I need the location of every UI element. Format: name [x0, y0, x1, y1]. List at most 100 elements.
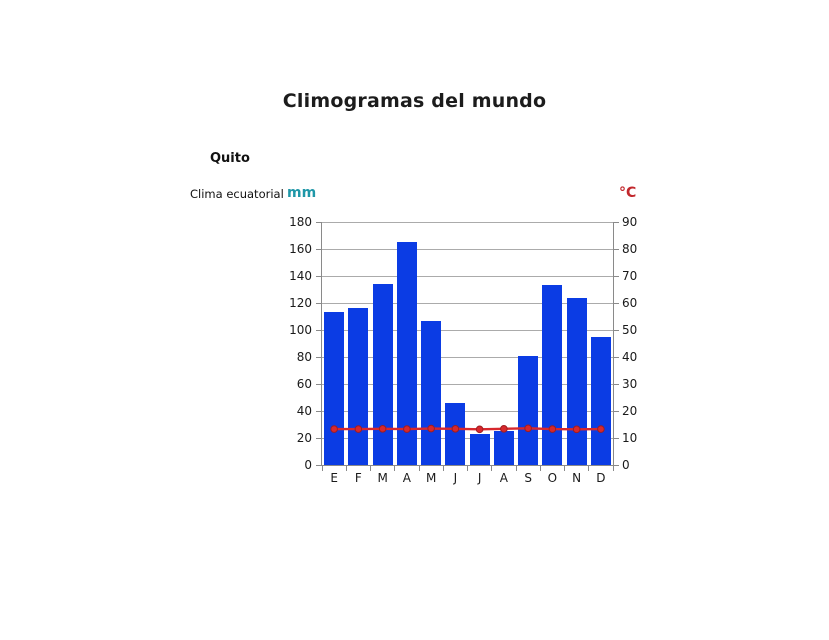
right-axis-tick [614, 410, 619, 412]
right-axis-tick-label: 40 [622, 350, 638, 364]
temperature-point [403, 425, 411, 433]
x-axis-tick [612, 466, 614, 471]
temperature-point [597, 425, 605, 433]
temperature-point [451, 425, 460, 433]
x-tick-label: M [425, 471, 437, 485]
left-axis-tick-label: 100 [289, 323, 312, 337]
left-axis-unit-label: mm [287, 185, 317, 201]
precip-bar [590, 336, 611, 465]
right-axis-tick [614, 356, 619, 358]
left-axis-tick [316, 464, 321, 466]
left-axis-tick [316, 410, 321, 412]
precip-bar [518, 355, 539, 465]
left-axis-tick-label: 60 [296, 377, 312, 391]
x-axis-tick [394, 466, 396, 471]
left-axis-tick [316, 329, 321, 331]
right-axis-tick [614, 302, 619, 304]
right-axis-tick [614, 464, 619, 466]
precip-bar [372, 284, 393, 465]
x-tick-label: A [402, 471, 411, 485]
temperature-point [354, 425, 363, 433]
left-axis-tick [316, 383, 321, 385]
x-tick-label: J [453, 471, 458, 485]
x-tick-label: J [477, 471, 482, 485]
right-axis-tick [614, 248, 619, 250]
left-axis-tick-label: 20 [296, 431, 312, 445]
right-axis-tick-label: 30 [622, 377, 638, 391]
x-axis-tick [564, 466, 565, 471]
left-axis-tick-label: 40 [296, 404, 312, 418]
precip-bar [469, 433, 490, 465]
x-axis-tick [442, 466, 444, 471]
x-axis-tick [467, 466, 468, 471]
right-axis-unit-label: °C [619, 185, 637, 201]
right-axis-tick [614, 221, 619, 223]
left-axis-line [321, 222, 322, 466]
left-axis-tick-label: 80 [296, 350, 312, 364]
precip-bar [542, 285, 563, 465]
left-axis-tick [316, 437, 321, 439]
left-axis-tick-label: 160 [289, 242, 312, 256]
x-tick-label: A [499, 471, 508, 485]
right-axis-tick [614, 383, 619, 385]
precip-bar [396, 242, 417, 465]
right-axis-line [613, 222, 614, 466]
x-axis-tick [539, 466, 541, 471]
right-axis-tick [614, 437, 619, 439]
x-tick-label: N [572, 471, 582, 485]
right-axis-tick-label: 90 [622, 215, 638, 229]
station-name: Quito [210, 151, 250, 166]
gridline [322, 221, 613, 223]
temperature-point [330, 425, 338, 433]
left-axis-tick [316, 275, 321, 277]
precip-bar [348, 308, 369, 465]
right-axis-tick-label: 20 [622, 404, 638, 418]
left-axis-tick [316, 302, 321, 304]
left-axis-tick-label: 0 [304, 458, 312, 472]
precip-bar [324, 312, 345, 465]
x-axis-tick [370, 466, 371, 471]
gridline [322, 302, 613, 304]
x-axis-tick [491, 466, 493, 471]
temperature-point [427, 424, 435, 433]
precip-bar [566, 297, 587, 465]
temperature-point [475, 425, 484, 434]
left-axis-tick [316, 221, 321, 223]
left-axis-tick [316, 248, 321, 250]
gridline [322, 329, 613, 331]
bottom-axis-line [321, 465, 614, 466]
x-axis-tick [588, 466, 590, 471]
gridline [322, 437, 613, 439]
right-axis-tick-label: 60 [622, 296, 638, 310]
temperature-point [548, 425, 557, 433]
x-tick-label: M [377, 471, 388, 485]
precip-bar [445, 402, 466, 465]
right-axis-tick-label: 80 [622, 242, 638, 256]
left-axis-tick-label: 140 [289, 269, 312, 283]
temperature-line [334, 427, 601, 431]
left-axis-tick-label: 120 [289, 296, 312, 310]
gridline [322, 356, 613, 358]
page-title: Climogramas del mundo [282, 90, 547, 112]
climate-type-label: Clima ecuatorial [190, 187, 284, 201]
right-axis-tick-label: 0 [622, 458, 630, 472]
temperature-point [500, 425, 508, 433]
x-tick-label: D [596, 471, 606, 485]
gridline [322, 383, 613, 385]
right-axis-tick-label: 10 [622, 431, 638, 445]
gridline [322, 410, 613, 412]
x-axis-tick [321, 466, 323, 471]
x-tick-label: S [524, 471, 532, 485]
x-axis-tick [345, 466, 347, 471]
temperature-point [378, 425, 387, 433]
x-tick-label: E [330, 471, 338, 485]
temperature-line-layer [330, 424, 605, 434]
x-tick-label: F [354, 471, 362, 485]
right-axis-tick-label: 50 [622, 323, 638, 337]
precip-bar [493, 431, 514, 465]
temperature-point [572, 425, 581, 434]
right-axis-tick-label: 70 [622, 269, 638, 283]
climogram-plot-area: 0 0 20 10 40 20 60 30 80 40 100 50 120 60 140 70 160 80 18… [289, 216, 637, 485]
gridline [322, 275, 613, 277]
left-axis-tick [316, 356, 321, 358]
